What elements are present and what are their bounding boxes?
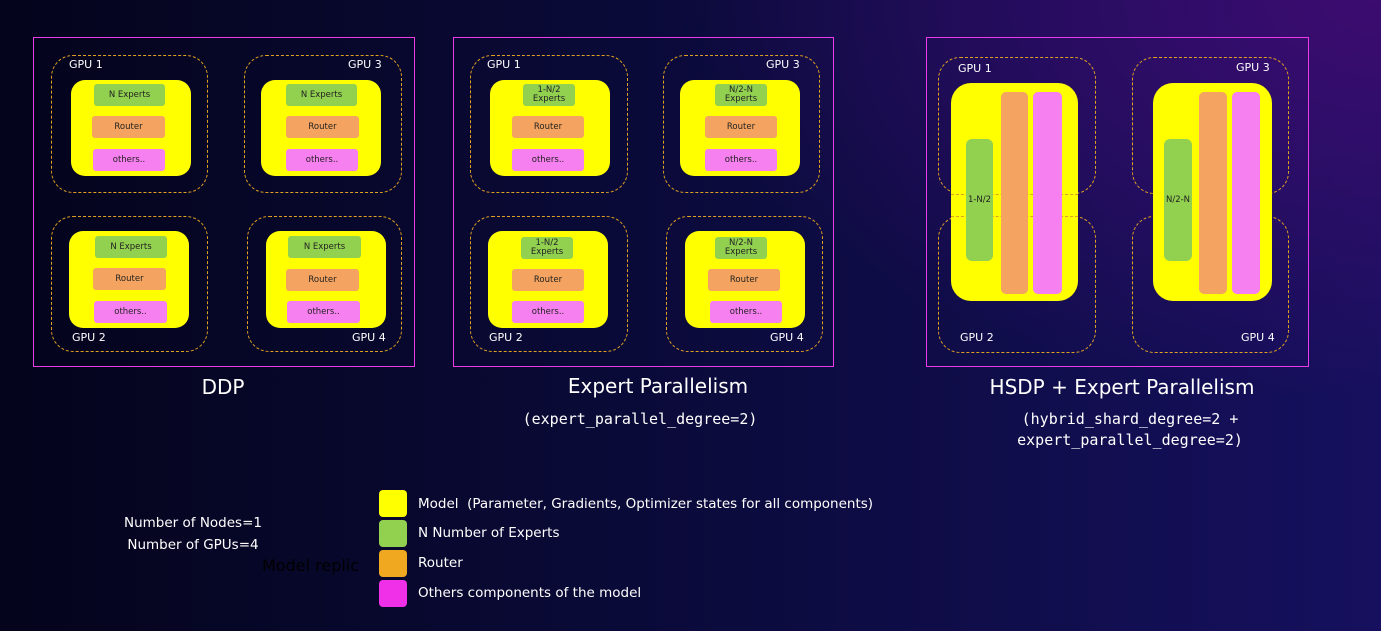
experts-chip: N Experts [94, 84, 165, 106]
others-chip: others.. [512, 149, 584, 171]
experts-chip: N/2-N Experts [715, 84, 767, 106]
gpu4-boundary [666, 216, 823, 352]
gpu1-label: GPU 1 [958, 62, 992, 75]
hsdp-subtitle-line1: (hybrid_shard_degree=2 + [1021, 410, 1239, 428]
ddp-title: DDP [201, 375, 245, 399]
expert-parallelism-subtitle: (expert_parallel_degree=2) [522, 410, 758, 428]
expert-parallelism-panel [453, 37, 834, 367]
model-replica: 1-N/2 Experts Router others.. [488, 231, 608, 328]
gpu3-label: GPU 3 [348, 58, 382, 71]
gpu4-label: GPU 4 [352, 331, 386, 344]
model-replica: N/2-N Experts Router others.. [685, 231, 805, 328]
gpu2-label: GPU 2 [72, 331, 106, 344]
others-chip: others.. [287, 301, 360, 323]
router-chip: Router [705, 116, 777, 138]
hsdp-subtitle-line2: expert_parallel_degree=2) [1017, 431, 1243, 449]
experts-shard: N/2-N [1164, 139, 1192, 261]
experts-chip: 1-N/2 Experts [523, 84, 575, 106]
others-chip: others.. [710, 301, 782, 323]
experts-chip: N Experts [288, 236, 361, 258]
gpu1-label: GPU 1 [487, 58, 521, 71]
gpu4-label: GPU 4 [1241, 331, 1275, 344]
router-chip: Router [512, 116, 584, 138]
others-chip: others.. [286, 149, 358, 171]
experts-shard: 1-N/2 [966, 139, 993, 261]
gpu2-boundary [470, 216, 628, 352]
router-chip: Router [708, 269, 780, 291]
experts-chip: 1-N/2 Experts [521, 237, 573, 259]
gpu3-label: GPU 3 [1236, 61, 1270, 74]
gpu3-boundary [244, 55, 402, 193]
legend-swatch-model [379, 490, 407, 517]
model-replica: N Experts Router others.. [69, 231, 189, 328]
others-chip: others.. [512, 301, 584, 323]
others-chip: others.. [705, 149, 777, 171]
legend-label-model: Model (Parameter, Gradients, Optimizer s… [418, 496, 874, 512]
model-replica: N Experts Router others.. [71, 80, 191, 176]
ddp-panel [33, 37, 415, 367]
others-chip: others.. [93, 149, 165, 171]
gpu2-label: GPU 2 [489, 331, 523, 344]
gpu4-boundary [247, 216, 402, 352]
model-replica: N/2-N Experts Router others.. [680, 80, 800, 176]
experts-chip: N Experts [286, 84, 357, 106]
gpus-count: Number of GPUs=4 [127, 537, 259, 553]
legend-label-others: Others components of the model [418, 585, 642, 601]
gpu1-boundary [470, 55, 628, 193]
gpu2-label: GPU 2 [960, 331, 994, 344]
legend-swatch-others [379, 580, 407, 607]
gpu2-boundary [51, 216, 208, 352]
legend-swatch-experts [379, 520, 407, 547]
router-chip: Router [92, 116, 165, 138]
model-replica: 1-N/2 Experts Router others.. [490, 80, 610, 176]
gpu4-label: GPU 4 [770, 331, 804, 344]
experts-chip: N Experts [95, 236, 167, 258]
gpu3-boundary [663, 55, 820, 193]
others-shard [1033, 92, 1062, 294]
model-replica: N Experts Router others.. [261, 80, 381, 176]
others-chip: others.. [94, 301, 167, 323]
router-chip: Router [512, 269, 584, 291]
router-shard [1199, 92, 1227, 294]
others-shard [1232, 92, 1260, 294]
gpu3-label: GPU 3 [766, 58, 800, 71]
experts-chip: N/2-N Experts [715, 237, 767, 259]
legend-swatch-router [379, 550, 407, 577]
gpu1-boundary [51, 55, 208, 193]
router-chip: Router [93, 268, 166, 290]
hsdp-panel [926, 37, 1309, 367]
gpu1-label: GPU 1 [69, 58, 103, 71]
router-shard [1001, 92, 1028, 294]
model-replica: N Experts Router others.. [266, 231, 386, 328]
legend-label-router: Router [418, 555, 463, 571]
expert-parallelism-title: Expert Parallelism [567, 374, 749, 398]
nodes-count: Number of Nodes=1 [124, 515, 262, 531]
hsdp-title: HSDP + Expert Parallelism [989, 375, 1255, 399]
router-chip: Router [286, 116, 359, 138]
router-chip: Router [286, 269, 359, 291]
legend-label-experts: N Number of Experts [418, 525, 560, 541]
hidden-caption: Model replic [262, 556, 360, 575]
